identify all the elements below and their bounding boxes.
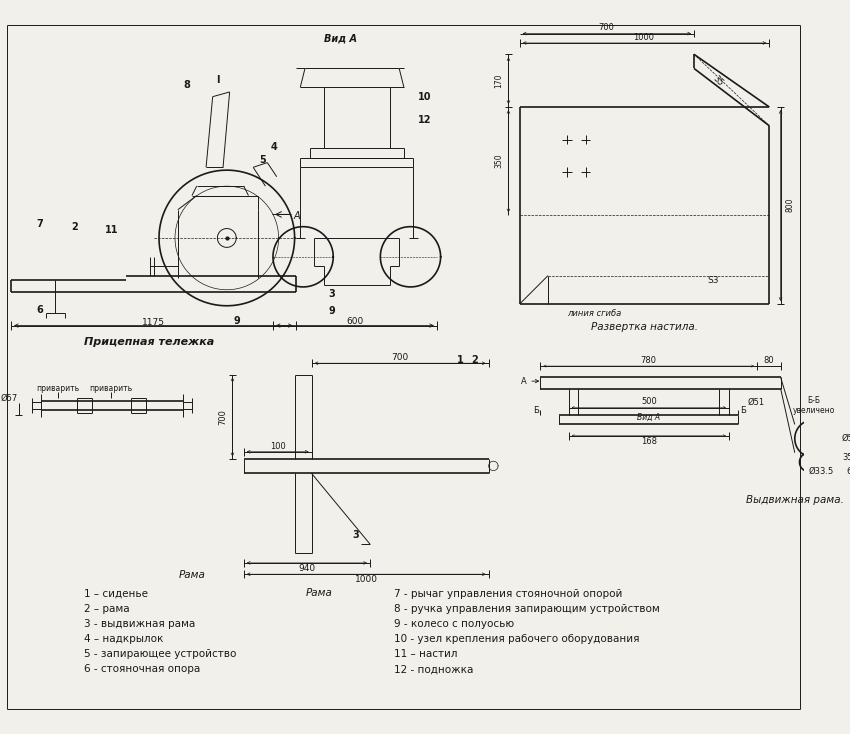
- Text: 10 - узел крепления рабочего оборудования: 10 - узел крепления рабочего оборудовани…: [394, 634, 640, 644]
- Text: 80: 80: [763, 356, 774, 365]
- Text: 8 - ручка управления запирающим устройством: 8 - ручка управления запирающим устройст…: [394, 604, 660, 614]
- Text: 6 - стояночная опора: 6 - стояночная опора: [83, 664, 200, 675]
- Text: 940: 940: [298, 564, 315, 573]
- Text: 7 - рычаг управления стояночной опорой: 7 - рычаг управления стояночной опорой: [394, 589, 623, 599]
- Text: Рама: Рама: [306, 588, 332, 598]
- Text: 9: 9: [329, 306, 335, 316]
- Text: 1000: 1000: [354, 575, 377, 584]
- Text: Б: Б: [533, 406, 539, 415]
- Text: А: А: [520, 377, 526, 385]
- Text: 12: 12: [418, 115, 432, 126]
- Text: 35: 35: [842, 453, 850, 462]
- Text: 500: 500: [641, 397, 657, 407]
- Text: Б-Б
увеличено: Б-Б увеличено: [792, 396, 835, 415]
- Text: Ø51: Ø51: [748, 397, 765, 407]
- Text: 4: 4: [270, 142, 277, 152]
- Text: 8: 8: [184, 80, 190, 90]
- Text: 700: 700: [392, 353, 409, 362]
- Text: Выдвижная рама.: Выдвижная рама.: [745, 495, 844, 505]
- Text: 170: 170: [495, 73, 503, 88]
- Text: 2: 2: [471, 355, 478, 366]
- Text: I: I: [217, 75, 220, 84]
- Text: 350: 350: [495, 153, 503, 168]
- Text: 5 - запирающее устройство: 5 - запирающее устройство: [83, 650, 236, 659]
- Text: 168: 168: [641, 437, 657, 446]
- Text: Ø33.5: Ø33.5: [808, 467, 834, 476]
- Text: 800: 800: [785, 197, 795, 212]
- Text: 780: 780: [641, 356, 657, 365]
- Text: приварить: приварить: [37, 384, 80, 393]
- Text: 11: 11: [105, 225, 119, 236]
- Text: 3 - выдвижная рама: 3 - выдвижная рама: [83, 619, 195, 629]
- Text: Ø51: Ø51: [842, 434, 850, 443]
- Text: 12 - подножка: 12 - подножка: [394, 664, 473, 675]
- Text: 2: 2: [71, 222, 77, 232]
- Text: Вид А: Вид А: [324, 33, 357, 43]
- Text: 1 – сиденье: 1 – сиденье: [83, 589, 148, 599]
- Text: Б: Б: [740, 406, 746, 415]
- Text: S3: S3: [707, 276, 718, 285]
- Text: 3: 3: [329, 289, 335, 299]
- Text: 5: 5: [259, 155, 266, 164]
- Text: 2 – рама: 2 – рама: [83, 604, 129, 614]
- Text: Ø57: Ø57: [1, 393, 18, 402]
- Text: 10: 10: [418, 92, 432, 102]
- Text: 35: 35: [711, 73, 724, 87]
- Text: 600: 600: [346, 317, 364, 327]
- Text: A: A: [294, 211, 300, 221]
- Text: 11 – настил: 11 – настил: [394, 650, 458, 659]
- Text: 3: 3: [353, 530, 360, 539]
- Text: 4 – надкрылок: 4 – надкрылок: [83, 634, 163, 644]
- Text: линия сгиба: линия сгиба: [567, 309, 621, 318]
- Text: 6: 6: [36, 305, 42, 316]
- Text: Развертка настила.: Развертка настила.: [591, 322, 698, 333]
- Text: 9 - колесо с полуосью: 9 - колесо с полуосью: [394, 619, 514, 629]
- Text: 1: 1: [457, 355, 464, 366]
- Text: Прицепная тележка: Прицепная тележка: [84, 337, 215, 346]
- Text: Рама: Рама: [178, 570, 206, 580]
- Text: 63: 63: [847, 467, 850, 476]
- Text: 9: 9: [234, 316, 241, 326]
- Text: приварить: приварить: [89, 384, 133, 393]
- Text: 1175: 1175: [142, 319, 165, 327]
- Text: 700: 700: [218, 409, 228, 425]
- Text: 700: 700: [598, 23, 615, 32]
- Text: 1000: 1000: [633, 33, 654, 42]
- Text: 7: 7: [36, 219, 42, 229]
- Text: 100: 100: [269, 442, 286, 451]
- Text: Вид А: Вид А: [638, 413, 660, 421]
